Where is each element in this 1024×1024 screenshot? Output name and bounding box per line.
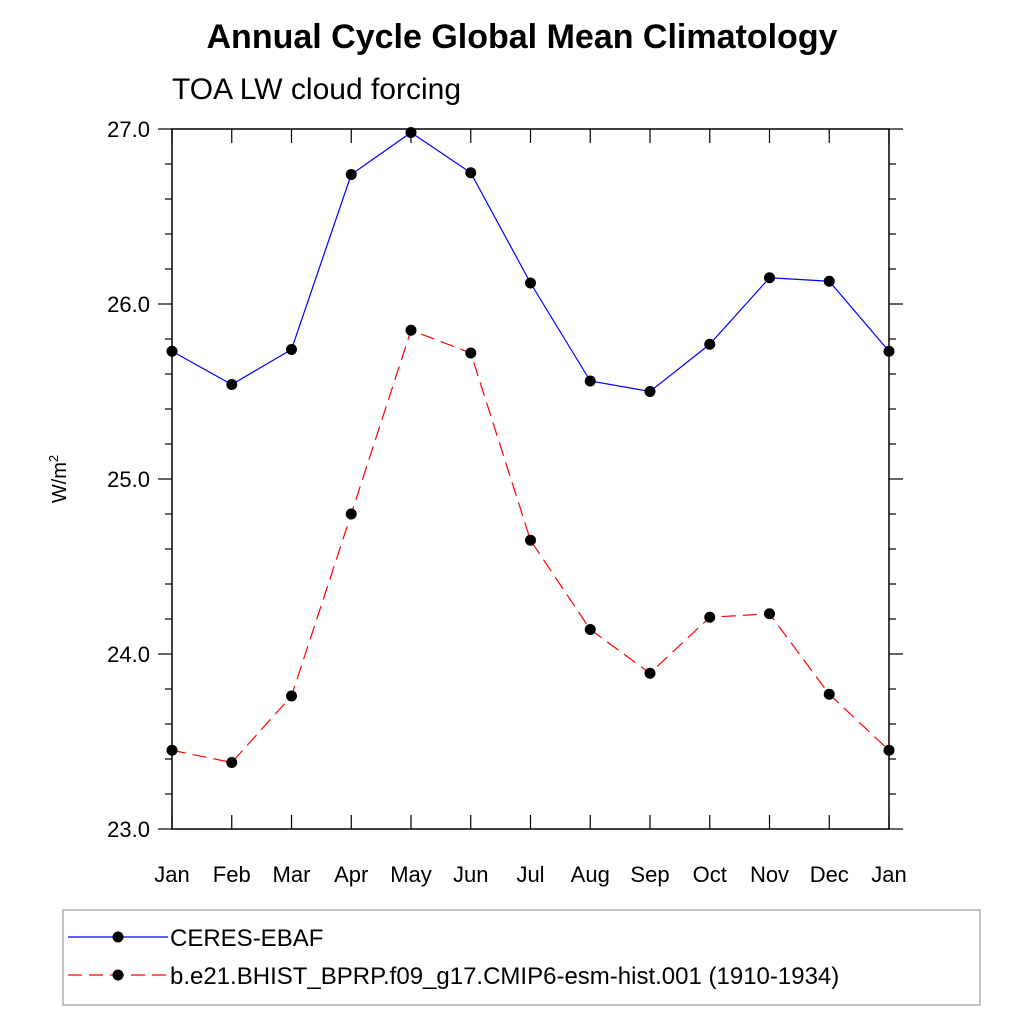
data-point [764, 272, 775, 284]
data-point [584, 624, 596, 635]
legend-entry: CERES-EBAF [68, 925, 323, 952]
chart-title: Annual Cycle Global Mean Climatology [207, 18, 838, 56]
x-tick-label: Jan [871, 862, 906, 887]
legend-label: CERES-EBAF [170, 925, 323, 952]
y-tick-labels: 23.0 24.0 25.0 26.0 27.0 [107, 117, 150, 842]
data-point [644, 386, 656, 397]
legend-marker [112, 969, 124, 981]
data-point [226, 757, 238, 768]
data-point [226, 379, 238, 390]
data-point [345, 508, 357, 520]
y-tick-label: 23.0 [107, 817, 150, 842]
data-point [525, 277, 536, 289]
series-1 [166, 127, 895, 397]
data-point [525, 534, 536, 546]
x-tick-label: Jul [516, 862, 544, 887]
data-point [345, 169, 357, 180]
x-tick-label: Mar [273, 862, 311, 887]
x-tick-label: Oct [693, 862, 727, 887]
x-tick-label: Jan [154, 862, 189, 887]
data-point [405, 127, 417, 138]
data-point [286, 344, 297, 355]
data-point [465, 167, 477, 179]
data-point [764, 608, 775, 620]
x-tick-label: Apr [334, 862, 368, 887]
series-2 [166, 324, 895, 768]
legend: CERES-EBAF b.e21.BHIST_BPRP.f09_g17.CMIP6… [62, 909, 981, 1006]
data-point [883, 744, 895, 756]
x-tick-label: Nov [750, 862, 789, 887]
data-point [823, 275, 835, 287]
series-layer [166, 127, 895, 768]
y-tick-label: 26.0 [107, 292, 150, 317]
data-point [166, 744, 178, 756]
plot-frame [171, 128, 890, 830]
y-tick-label: 24.0 [107, 642, 150, 667]
y-tick-label: 27.0 [107, 117, 150, 142]
x-tick-label: Dec [810, 862, 849, 887]
data-point [883, 345, 895, 357]
x-tick-label: May [390, 862, 432, 887]
x-tick-label: Aug [571, 862, 610, 887]
series-line [171, 131, 890, 393]
y-tick-label: 25.0 [107, 467, 150, 492]
data-point [704, 338, 716, 350]
data-point [166, 345, 178, 357]
x-tick-label: Jun [453, 862, 488, 887]
data-point [584, 375, 596, 387]
x-tick-labels: Jan Feb Mar Apr May Jun Jul Aug Sep Oct Nov Dec Jan [154, 862, 906, 887]
legend-entry: b.e21.BHIST_BPRP.f09_g17.CMIP6-esm-hist.… [68, 963, 839, 990]
y-axis-label: W/m2 [46, 455, 71, 503]
y-axis-label-text: W/m [49, 462, 71, 503]
axis-ticks [158, 128, 903, 830]
data-point [823, 688, 835, 700]
data-point [405, 324, 417, 336]
data-point [644, 667, 656, 679]
data-point [465, 347, 477, 359]
x-tick-label: Feb [213, 862, 251, 887]
legend-marker [112, 931, 124, 943]
chart-subtitle: TOA LW cloud forcing [172, 73, 461, 106]
data-point [286, 690, 297, 702]
legend-label: b.e21.BHIST_BPRP.f09_g17.CMIP6-esm-hist.… [170, 963, 839, 990]
series-line [171, 329, 890, 764]
legend-entries: CERES-EBAF b.e21.BHIST_BPRP.f09_g17.CMIP6… [68, 925, 839, 990]
data-point [704, 611, 716, 623]
y-axis-label-superscript: 2 [46, 455, 61, 462]
legend-box [62, 909, 981, 1006]
x-tick-label: Sep [630, 862, 669, 887]
